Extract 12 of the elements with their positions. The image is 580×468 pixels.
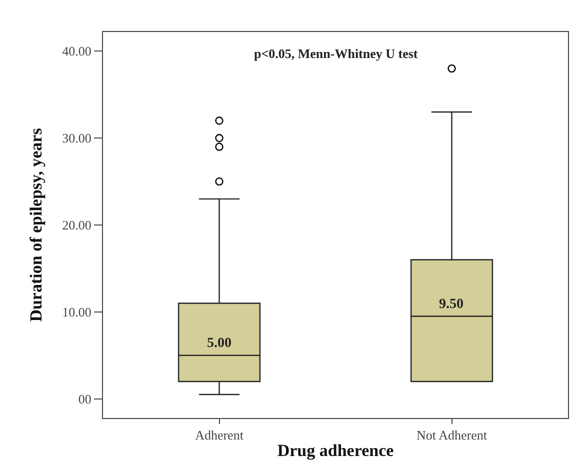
y-tick-label: 20.00 [62,218,92,233]
y-tick-label: 00 [78,391,92,406]
x-tick-label: Adherent [195,428,244,443]
x-axis-title: Drug adherence [277,441,394,460]
annotation: 9.50 [439,297,464,312]
y-tick-label: 10.00 [62,304,92,320]
y-axis-title: Duration of epilepsy, years [26,128,46,322]
annotation: 5.00 [207,336,232,351]
annotation: p<0.05, Menn-Whitney U test [254,46,418,61]
y-tick-label: 40.00 [62,44,92,59]
x-tick-label: Not Adherent [416,428,488,443]
y-tick-label: 30.00 [62,130,92,146]
